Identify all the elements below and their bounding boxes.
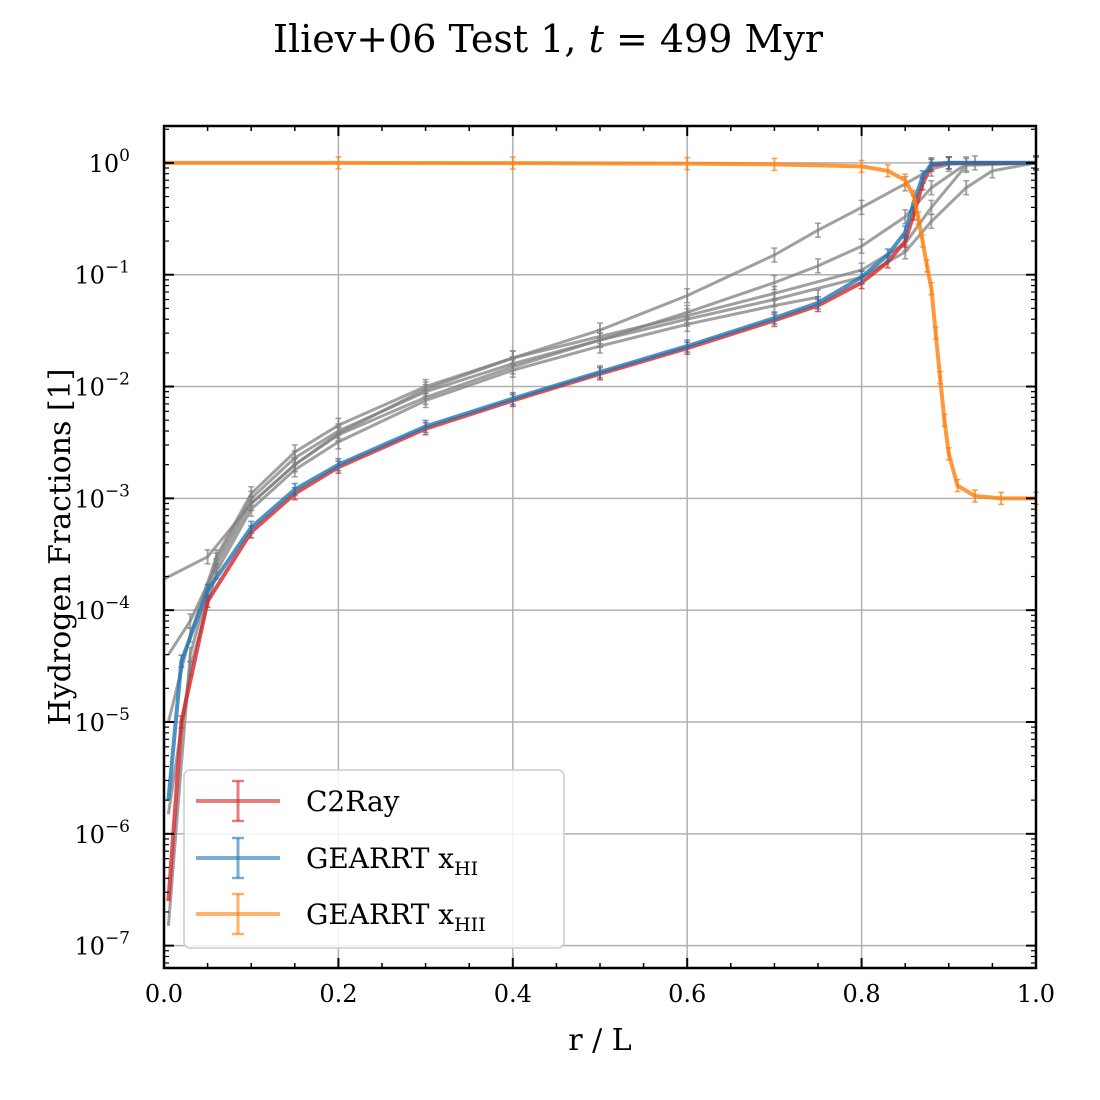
x-tick-label: 1.0 <box>1017 980 1055 1008</box>
y-tick-label: 10−5 <box>74 705 130 737</box>
series-line <box>166 160 1036 902</box>
x-tick-label: 0.6 <box>668 980 706 1008</box>
y-tick-label: 10−1 <box>74 258 130 290</box>
series-line <box>167 161 1036 656</box>
y-tick-label: 10−7 <box>74 929 130 961</box>
y-tick-label: 10−4 <box>74 593 130 625</box>
x-axis-label: r / L <box>568 1023 632 1058</box>
series-line <box>166 160 1036 801</box>
y-tick-label: 10−6 <box>74 817 130 849</box>
legend-item-c2ray: C2Ray <box>196 779 400 823</box>
x-tick-label: 0.4 <box>494 980 532 1008</box>
y-tick-label: 10−2 <box>74 370 130 402</box>
series-gearrt-x-hi <box>166 156 1039 801</box>
legend-label-gearrt-xhi: GEARRT xHI <box>306 842 478 880</box>
series-layer <box>163 155 1039 927</box>
legend: C2Ray GEARRT xHI GEARRT xHII <box>183 769 565 949</box>
legend-box <box>183 769 565 949</box>
y-axis-label: Hydrogen Fractions [1] <box>43 369 78 726</box>
ticks: 0.0 0.2 0.4 0.6 0.8 1.0 100 10−1 10−2 10−3 10−4 10−… <box>74 126 1055 1008</box>
x-tick-label: 0.8 <box>843 980 881 1008</box>
legend-label-c2ray: C2Ray <box>306 785 400 818</box>
chart-title: Iliev+06 Test 1, t = 499 Myr <box>273 17 824 61</box>
legend-item-gearrt-xhii: GEARRT xHII <box>196 892 486 936</box>
y-tick-label: 100 <box>89 146 130 178</box>
x-tick-label: 0.2 <box>319 980 357 1008</box>
legend-item-gearrt-xhi: GEARRT xHI <box>196 836 478 880</box>
reference-series <box>166 155 1039 927</box>
x-tick-label: 0.0 <box>145 980 183 1008</box>
y-tick-label: 10−3 <box>74 481 130 513</box>
series-gearrt-x-hii <box>164 156 1039 506</box>
legend-label-gearrt-xhii: GEARRT xHII <box>306 898 486 936</box>
series-line <box>166 295 819 815</box>
